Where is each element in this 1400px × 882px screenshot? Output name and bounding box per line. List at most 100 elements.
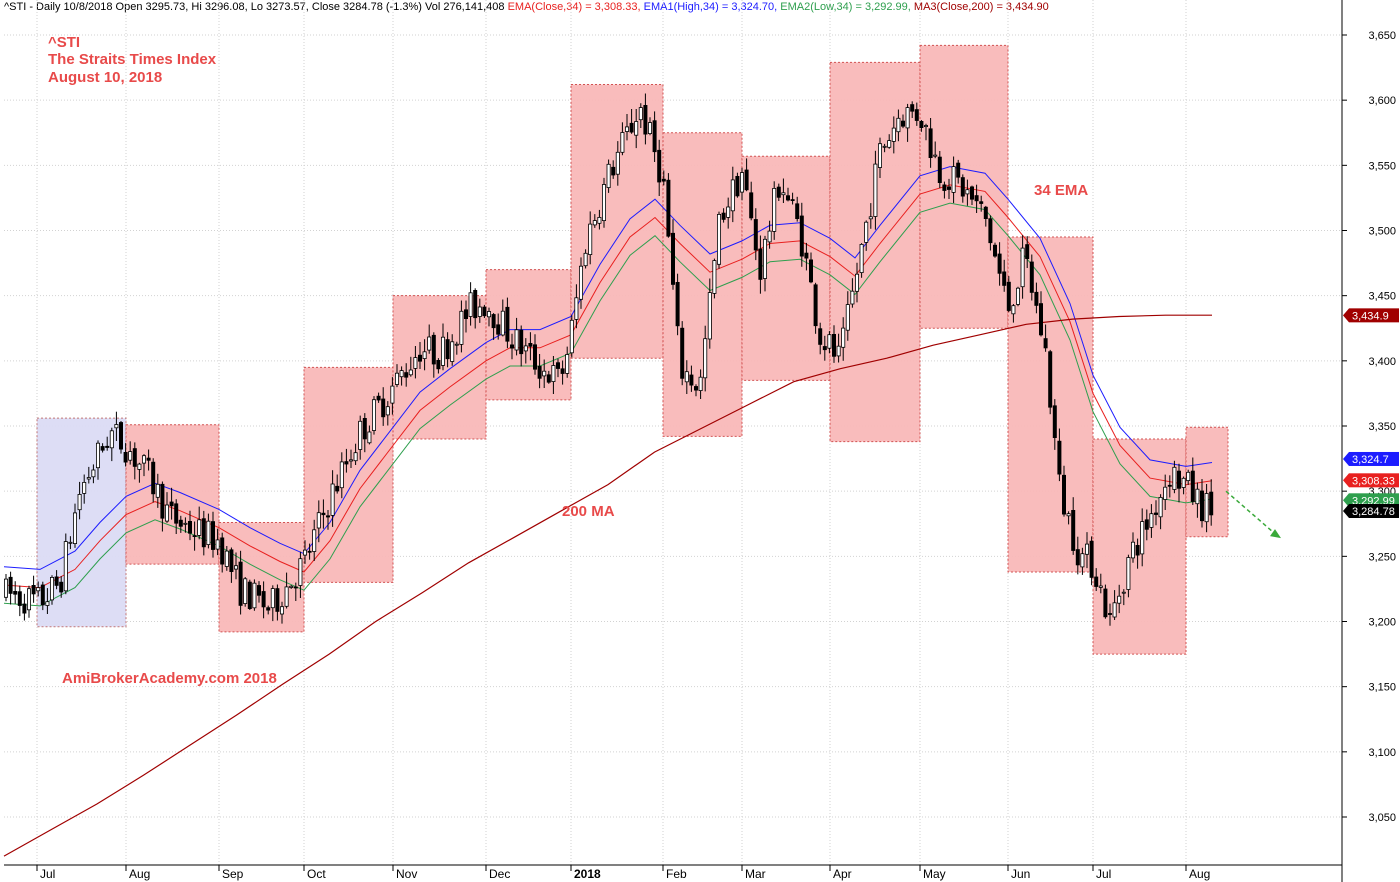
candle-body	[1163, 486, 1168, 500]
candle	[1043, 324, 1048, 352]
candle	[1121, 589, 1126, 606]
last-value-tag: 3,434.9	[1343, 308, 1399, 323]
candle	[155, 473, 160, 508]
candle-body	[404, 372, 409, 378]
x-tick-label: Dec	[489, 867, 510, 881]
candle	[114, 411, 119, 441]
candle	[73, 503, 78, 548]
candle	[983, 205, 988, 227]
candle	[206, 513, 211, 549]
candle	[951, 156, 956, 204]
candle	[312, 519, 317, 561]
x-tick-label: Aug	[1189, 867, 1210, 881]
candle-body	[684, 371, 689, 383]
candle-body	[164, 504, 169, 522]
ma200-line	[3, 314, 1212, 857]
candle	[753, 208, 758, 261]
candle	[1117, 584, 1122, 614]
chart-header: ^STI - Daily 10/8/2018 Open 3295.73, Hi …	[4, 1, 1049, 13]
candle-body	[924, 125, 929, 128]
candle	[804, 242, 809, 271]
candle-body	[661, 178, 666, 182]
candle-body	[993, 244, 998, 257]
candle-body	[473, 289, 478, 319]
candle-body	[841, 327, 846, 348]
candle	[1108, 603, 1113, 626]
candle-body	[201, 518, 206, 548]
candle-body	[220, 537, 225, 565]
candle-body	[799, 215, 804, 257]
candle	[974, 184, 979, 213]
candle-body	[1190, 470, 1195, 502]
candle-body	[215, 539, 220, 550]
candle-body	[482, 306, 487, 317]
candle-body	[266, 607, 271, 611]
candle-body	[597, 216, 602, 224]
candle	[8, 571, 13, 605]
candle	[77, 481, 82, 520]
candle-body	[551, 365, 556, 383]
candle-body	[13, 591, 18, 595]
candle-body	[1085, 543, 1090, 555]
candle-body	[450, 341, 455, 362]
candle	[307, 543, 312, 560]
candle-body	[348, 459, 353, 462]
candle	[68, 536, 73, 550]
candle	[859, 243, 864, 278]
candle-body	[914, 109, 919, 121]
x-tick-label: Mar	[745, 867, 766, 881]
range-box	[218, 521, 305, 633]
candle	[588, 211, 593, 265]
ema-high-line	[3, 166, 1213, 570]
candle	[772, 181, 777, 240]
candle-body	[1154, 512, 1159, 515]
candle-body	[233, 565, 238, 570]
candle	[694, 384, 699, 397]
candle	[473, 288, 478, 329]
candle	[993, 242, 998, 258]
candle	[661, 170, 666, 186]
candle	[717, 211, 722, 269]
candle-body	[542, 370, 547, 377]
candle-body	[293, 586, 298, 589]
candle-body	[22, 603, 27, 614]
candle	[215, 528, 220, 556]
candle	[91, 464, 96, 484]
candle-body	[146, 457, 151, 461]
ema-low-readout: EMA2(Low,34) = 3,292.99,	[780, 1, 914, 13]
candle	[367, 425, 372, 445]
candle	[744, 158, 749, 192]
candle-body	[105, 445, 110, 448]
candle-body	[947, 186, 952, 190]
candle-body	[224, 550, 229, 567]
candle	[1052, 399, 1057, 450]
candle	[965, 179, 970, 206]
symbol-quote-text: ^STI - Daily 10/8/2018 Open 3295.73, Hi …	[4, 1, 508, 13]
x-tick-label: Jul	[1096, 867, 1111, 881]
candle	[868, 203, 873, 229]
x-tick-label: 2018	[574, 867, 601, 881]
candle	[302, 540, 307, 564]
candle-body	[657, 149, 662, 183]
candle	[482, 304, 487, 318]
y-tick-label: 3,600	[1368, 95, 1396, 107]
candle	[1195, 482, 1200, 518]
candle	[445, 332, 450, 368]
candle-body	[1057, 440, 1062, 475]
candle	[399, 366, 404, 386]
candle-body	[330, 483, 335, 516]
candle-body	[509, 344, 514, 349]
candle	[1025, 236, 1030, 268]
candle-body	[864, 221, 869, 243]
candle-body	[206, 520, 211, 546]
x-tick-label: Apr	[833, 867, 852, 881]
candle	[459, 300, 464, 353]
candle-body	[26, 588, 31, 611]
candle-body	[36, 587, 41, 592]
candle	[427, 324, 432, 354]
candle-body	[519, 329, 524, 355]
candle	[381, 387, 386, 426]
candle-body	[114, 424, 119, 429]
candle-body	[887, 140, 892, 148]
candle-body	[712, 260, 717, 294]
